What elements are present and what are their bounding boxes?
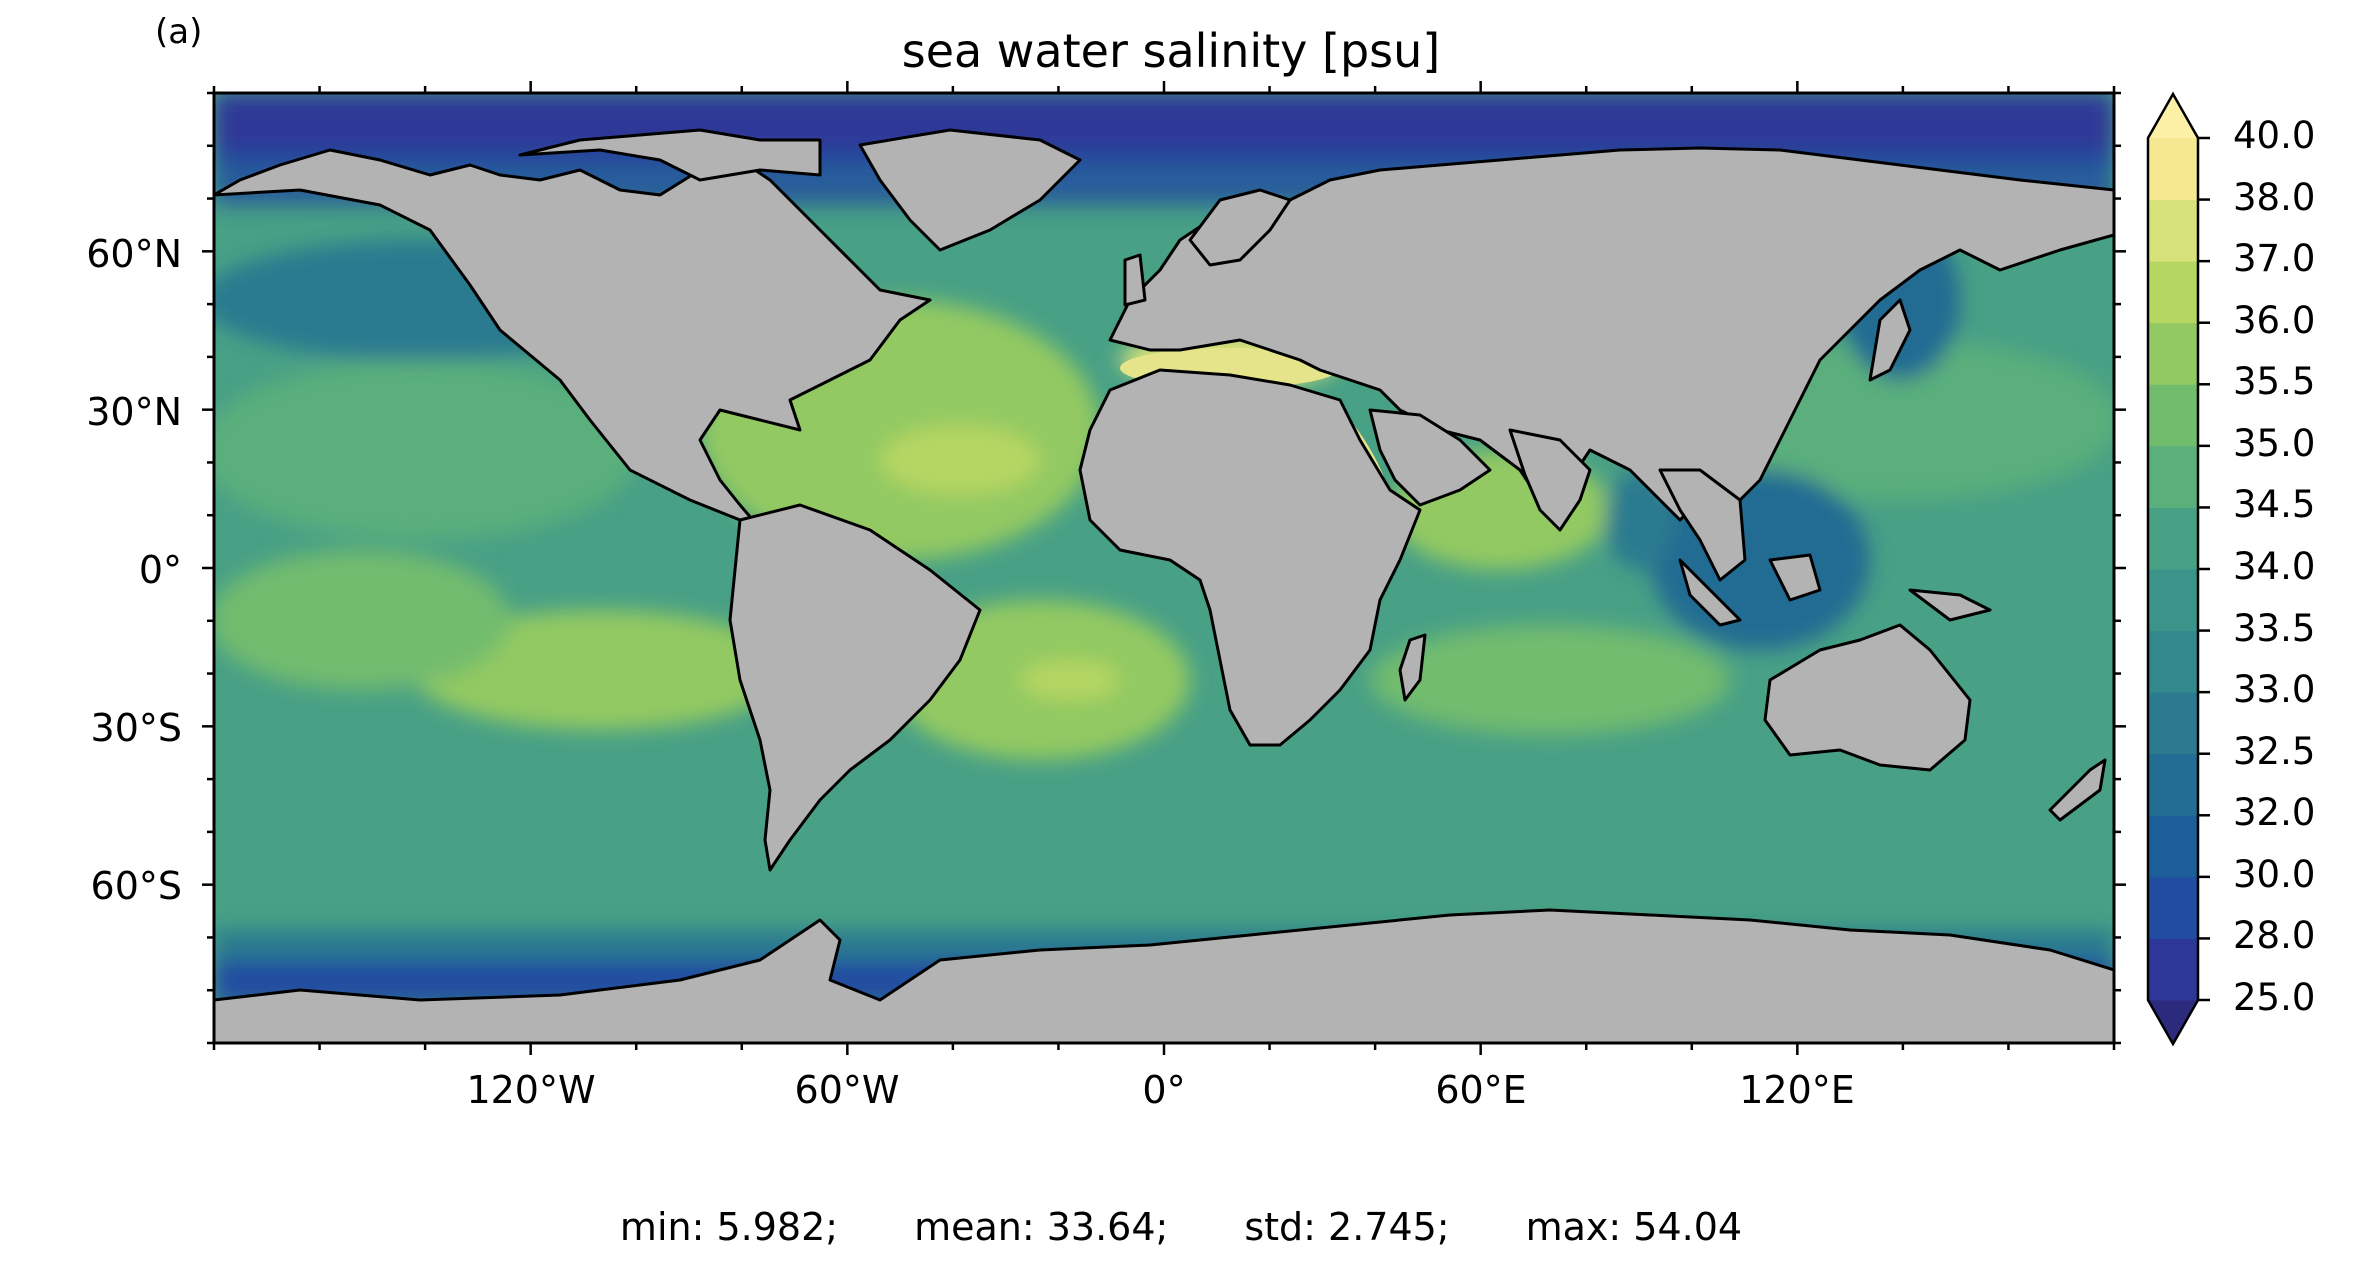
colorbar-tick-label: 30.0 <box>2233 852 2316 896</box>
colorbar-tick-label: 28.0 <box>2233 914 2316 958</box>
lat-label-60s: 60°S <box>90 864 182 908</box>
lat-label-30s: 30°S <box>90 706 182 750</box>
colorbar-tick-label: 34.0 <box>2233 545 2316 588</box>
stat-mean: mean: 33.64; <box>914 1205 1169 1249</box>
colorbar-tick-label: 33.5 <box>2233 606 2316 650</box>
land-new-guinea <box>1908 588 1992 622</box>
land-japan <box>1868 298 1912 382</box>
land-new-zealand <box>2048 758 2107 822</box>
map-title-text: sea water salinity [psu] <box>901 24 1441 78</box>
land-india <box>1508 428 1592 532</box>
lon-label-0: 0° <box>1142 1068 1186 1112</box>
colorbar-segment <box>2148 507 2198 570</box>
colorbar-segment <box>2148 569 2198 632</box>
stat-std: std: 2.745; <box>1244 1205 1450 1249</box>
colorbar-segment <box>2148 322 2198 385</box>
map-title: sea water salinity [psu] <box>0 24 2362 78</box>
land-uk <box>1123 253 1147 307</box>
colorbar-segment <box>2148 876 2198 939</box>
land-north-america <box>214 148 932 542</box>
colorbar-tick-label: 35.5 <box>2233 360 2316 404</box>
land-madagascar <box>1398 633 1427 702</box>
colorbar-tick-label: 36.0 <box>2233 298 2316 342</box>
land-southeast-asia <box>1658 468 1747 582</box>
stat-min: min: 5.982; <box>619 1205 839 1249</box>
lon-label-120w: 120°W <box>466 1068 596 1112</box>
land-africa <box>1078 368 1422 747</box>
colorbar-segment <box>2148 384 2198 447</box>
land <box>214 128 2114 1043</box>
colorbar-tick-label: 33.0 <box>2233 668 2316 712</box>
colorbar-tick-label: 34.5 <box>2233 483 2316 527</box>
axis-ticks <box>202 81 2126 1055</box>
lon-label-60w: 60°W <box>794 1068 900 1112</box>
land-sumatra <box>1678 558 1742 627</box>
land-australia <box>1763 623 1972 772</box>
colorbar-segment <box>2148 692 2198 755</box>
colorbar-extend-min <box>2148 1000 2198 1044</box>
colorbar-segment <box>2148 138 2198 201</box>
colorbar-tick-label: 25.0 <box>2233 976 2316 1019</box>
lon-label-60e: 60°E <box>1435 1068 1527 1112</box>
colorbar-segment <box>2148 445 2198 508</box>
colorbar-tick-label: 32.5 <box>2233 729 2316 773</box>
land-antarctica <box>214 908 2114 1043</box>
lat-label-60n: 60°N <box>86 232 182 276</box>
colorbar-segment <box>2148 630 2198 693</box>
land-greenland <box>858 128 1082 252</box>
colorbar-tick-label: 38.0 <box>2233 175 2316 219</box>
colorbar-segment <box>2148 261 2198 324</box>
land-borneo <box>1768 553 1822 602</box>
land-eurasia <box>1108 146 2114 522</box>
colorbar-tick-label: 37.0 <box>2233 237 2316 281</box>
map-area <box>214 93 2114 1043</box>
stat-max: max: 54.04 <box>1525 1205 1743 1249</box>
colorbar-extend-max <box>2148 94 2198 138</box>
colorbar-tick-label: 35.0 <box>2233 421 2316 465</box>
lat-label-30n: 30°N <box>86 390 182 434</box>
colorbar-segment <box>2148 753 2198 816</box>
panel-label: (a) <box>155 12 203 52</box>
lat-label-0: 0° <box>138 548 182 592</box>
colorbar-segment <box>2148 199 2198 262</box>
colorbar-segment <box>2148 938 2198 1001</box>
land-arctic-islands <box>518 128 822 182</box>
colorbar-tick-label: 40.0 <box>2233 114 2316 157</box>
lon-label-120e: 120°E <box>1739 1068 1855 1112</box>
colorbar-tick-label: 32.0 <box>2233 791 2316 835</box>
colorbar-segment <box>2148 815 2198 878</box>
land-south-america <box>728 503 982 872</box>
land-arabia <box>1368 408 1492 507</box>
land-scandinavia <box>1188 188 1292 267</box>
statistics-line: min: 5.982; mean: 33.64; std: 2.745; max: 5… <box>0 1205 2362 1249</box>
colorbar <box>2146 91 2210 1047</box>
